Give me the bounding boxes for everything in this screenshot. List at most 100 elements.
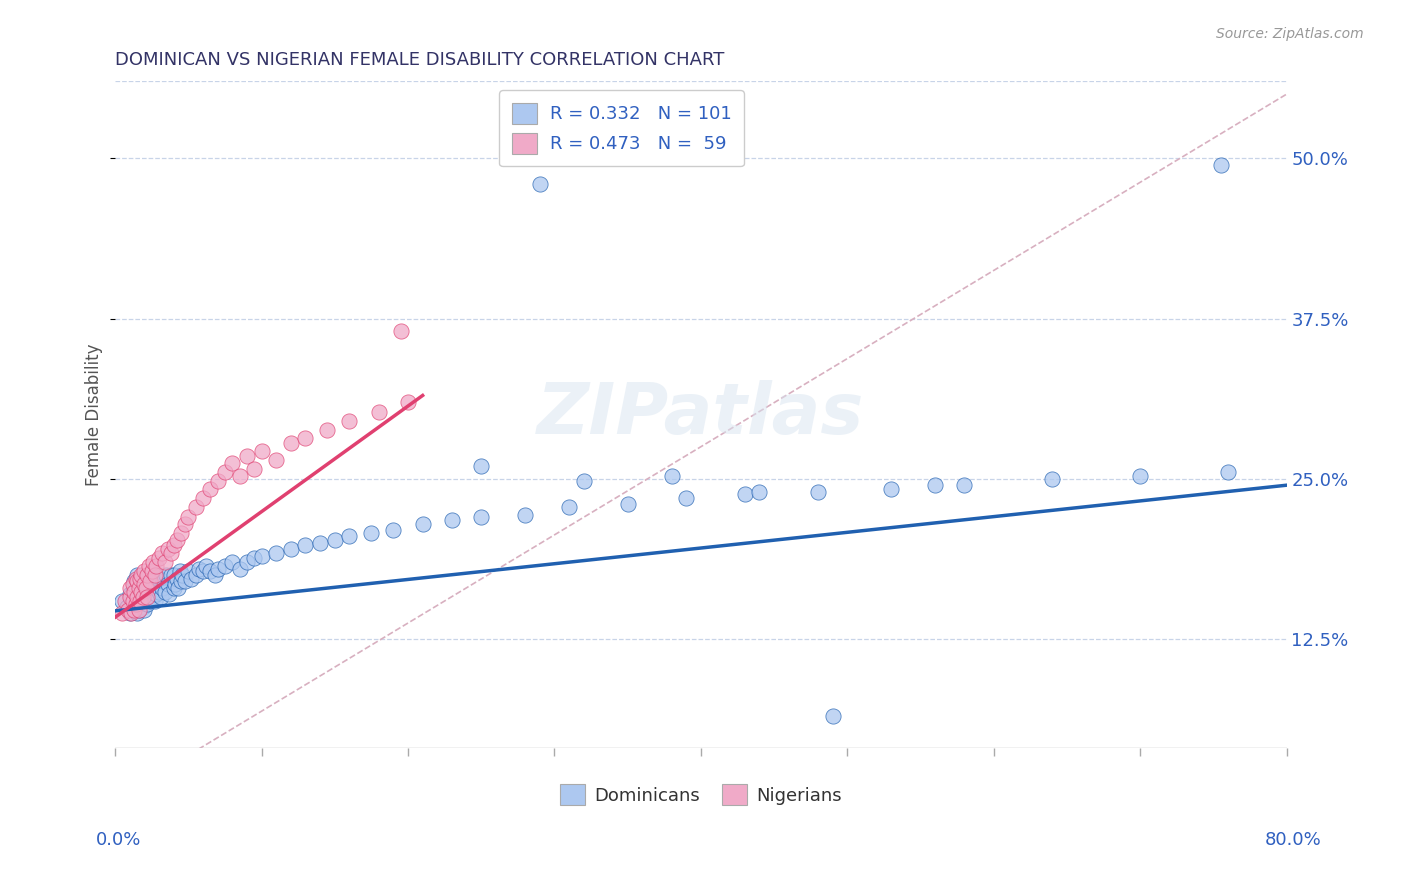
Point <box>132 590 155 604</box>
Point <box>170 574 193 589</box>
Point <box>515 508 537 522</box>
Point <box>124 593 146 607</box>
Point <box>734 487 756 501</box>
Point <box>128 602 150 616</box>
Text: 80.0%: 80.0% <box>1265 831 1322 849</box>
Point <box>243 551 266 566</box>
Text: ZIPatlas: ZIPatlas <box>537 380 865 450</box>
Point <box>180 572 202 586</box>
Point <box>529 177 551 191</box>
Point <box>121 577 143 591</box>
Point <box>184 568 207 582</box>
Point <box>200 482 222 496</box>
Point <box>148 551 170 566</box>
Point <box>127 607 149 621</box>
Point <box>131 581 153 595</box>
Point <box>169 564 191 578</box>
Point <box>122 602 145 616</box>
Point <box>115 599 138 614</box>
Point <box>132 574 155 589</box>
Text: DOMINICAN VS NIGERIAN FEMALE DISABILITY CORRELATION CHART: DOMINICAN VS NIGERIAN FEMALE DISABILITY … <box>115 51 724 69</box>
Point <box>141 572 163 586</box>
Point <box>138 559 160 574</box>
Point <box>127 581 149 595</box>
Point <box>294 431 316 445</box>
Point <box>194 559 217 574</box>
Point <box>339 414 361 428</box>
Point <box>187 561 209 575</box>
Point <box>412 516 434 531</box>
Point <box>138 574 160 589</box>
Point <box>134 602 156 616</box>
Point <box>323 533 346 548</box>
Point <box>172 568 194 582</box>
Point <box>1209 158 1232 172</box>
Point <box>174 574 197 589</box>
Point <box>228 561 250 575</box>
Point <box>135 581 157 595</box>
Point <box>142 577 165 591</box>
Point <box>157 587 180 601</box>
Point <box>214 466 236 480</box>
Point <box>156 577 179 591</box>
Point <box>470 510 492 524</box>
Point <box>145 587 167 601</box>
Point <box>129 572 152 586</box>
Point <box>138 590 160 604</box>
Point <box>111 607 134 621</box>
Point <box>131 568 153 582</box>
Point <box>111 593 134 607</box>
Point <box>155 568 177 582</box>
Point <box>382 523 405 537</box>
Point <box>124 572 146 586</box>
Point <box>148 572 170 586</box>
Point <box>221 457 243 471</box>
Point <box>142 590 165 604</box>
Point <box>207 561 229 575</box>
Point <box>167 581 190 595</box>
Point <box>880 482 903 496</box>
Point <box>129 584 152 599</box>
Point <box>134 572 156 586</box>
Point <box>360 525 382 540</box>
Point <box>748 484 770 499</box>
Point <box>121 593 143 607</box>
Point <box>141 587 163 601</box>
Point <box>174 516 197 531</box>
Point <box>120 607 142 621</box>
Point <box>143 568 166 582</box>
Point <box>440 513 463 527</box>
Point <box>150 546 173 560</box>
Point <box>136 577 159 591</box>
Point <box>118 590 141 604</box>
Point <box>114 593 136 607</box>
Point <box>177 510 200 524</box>
Point <box>121 584 143 599</box>
Point <box>616 498 638 512</box>
Point <box>128 590 150 604</box>
Point <box>163 568 186 582</box>
Point <box>1216 466 1239 480</box>
Point <box>163 539 186 553</box>
Point <box>163 581 186 595</box>
Point <box>139 581 162 595</box>
Point <box>135 590 157 604</box>
Point <box>924 478 946 492</box>
Point <box>139 593 162 607</box>
Point <box>264 452 287 467</box>
Point <box>152 574 174 589</box>
Point <box>127 568 149 582</box>
Point <box>118 607 141 621</box>
Point <box>221 555 243 569</box>
Point <box>128 581 150 595</box>
Point <box>191 491 214 505</box>
Point <box>166 533 188 548</box>
Point <box>339 529 361 543</box>
Point <box>214 559 236 574</box>
Point <box>142 555 165 569</box>
Point <box>131 593 153 607</box>
Point <box>131 584 153 599</box>
Point <box>156 542 179 557</box>
Point <box>143 593 166 607</box>
Text: Source: ZipAtlas.com: Source: ZipAtlas.com <box>1216 27 1364 41</box>
